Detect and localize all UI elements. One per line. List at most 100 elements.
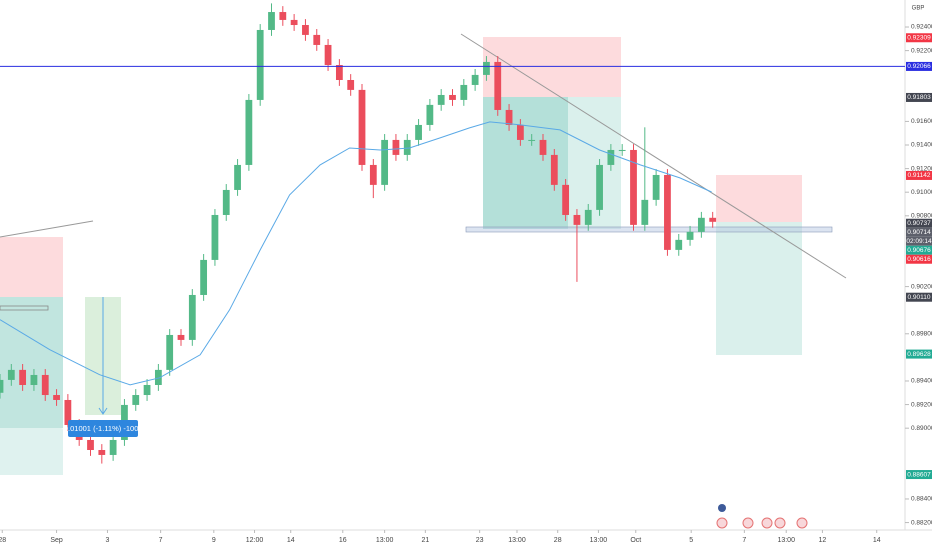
y-tick-label: 0.88200 [911,519,932,526]
x-tick-label: 13:00 [376,537,394,544]
candle-body [347,79,355,90]
candle-body [630,149,637,225]
candle-body [87,439,94,451]
x-tick-label: 21 [421,537,429,544]
x-tick-label: 13:00 [777,537,795,544]
x-tick-label: 14 [287,537,295,544]
stop-zone [483,37,621,97]
trend-line [0,220,94,238]
measure-label-bg [68,420,138,437]
stop-zone [0,237,63,297]
candle-body [471,74,479,85]
x-tick-label: 13:00 [508,537,526,544]
candle-body [392,139,400,155]
x-tick-label: 16 [339,537,347,544]
x-tick-label: 12 [819,537,827,544]
candle-body [528,139,536,141]
x-tick-label: 9 [212,537,216,544]
events [716,504,808,529]
x-tick-label: 23 [476,537,484,544]
candle-body [335,65,343,80]
price-label-bg [906,254,932,264]
trend-line [460,33,847,279]
countdown-bg [906,236,932,246]
x-tick-label: 13:00 [590,537,608,544]
price-label-bg [906,245,932,255]
candle-body [200,259,208,295]
candle-body [460,84,468,100]
stop-zone [716,175,802,222]
candle-body [641,199,649,225]
price-label-bg [906,92,932,102]
event-icon [718,504,726,512]
candle-body [505,109,513,125]
price-label: 0.88607 [907,471,931,478]
event-icon [761,517,773,529]
x-tick-label: Sep [50,537,63,544]
candle-body [664,174,671,250]
candle-body [573,214,581,225]
event-icon [742,517,754,529]
price-label-bg [906,227,932,237]
candle-body [437,94,445,105]
candle-body [290,19,298,26]
candle-body [109,439,117,455]
candle-body [143,384,151,396]
candle-body [415,124,422,140]
x-tick-label: 7 [159,537,163,544]
price-label: 0.90616 [907,256,931,263]
candle-body [403,139,411,155]
candle-body [652,174,660,200]
candle-body [30,374,38,385]
x-tick-label: 7 [742,537,746,544]
measure-label: -0.01001 (-1.11%) -100.1 [61,424,144,433]
candle-body [166,334,174,370]
price-label: 0.90676 [907,247,931,254]
candle-body [686,231,694,240]
candle-body [132,395,140,405]
candle-body [697,217,705,232]
candle-body [584,209,592,225]
candle-body [41,374,49,396]
candle-body [324,44,332,66]
candle-body [211,214,219,260]
candle-body [607,149,615,165]
price-label-bg [906,218,932,228]
candle-body [618,149,626,151]
candle-body [64,399,72,425]
price-label: 0.91142 [907,172,930,179]
candle-body [709,217,717,222]
price-label-bg [906,170,932,180]
event-icon [796,517,808,529]
measure-arrow-head [98,407,108,415]
currency: GBP [912,6,925,12]
x-tick-label: 14 [873,537,881,544]
price-label-bg [906,61,932,71]
countdown: 02:09:14 [906,238,932,245]
x-tick-label: 28 [0,537,6,544]
candle-body [279,12,287,20]
candle-body [302,25,309,35]
candle-body [256,29,264,100]
candle-body [98,450,106,455]
candle-body [0,379,4,393]
price-label: 0.92309 [907,34,931,41]
target-zone [0,297,63,428]
candle-body [177,334,185,340]
candle-body [19,369,27,385]
x-tick-label: 28 [554,537,562,544]
price-label-bg [906,470,932,480]
candle-body [550,154,558,185]
candle-body [494,61,502,110]
price-label: 0.92066 [907,63,931,70]
